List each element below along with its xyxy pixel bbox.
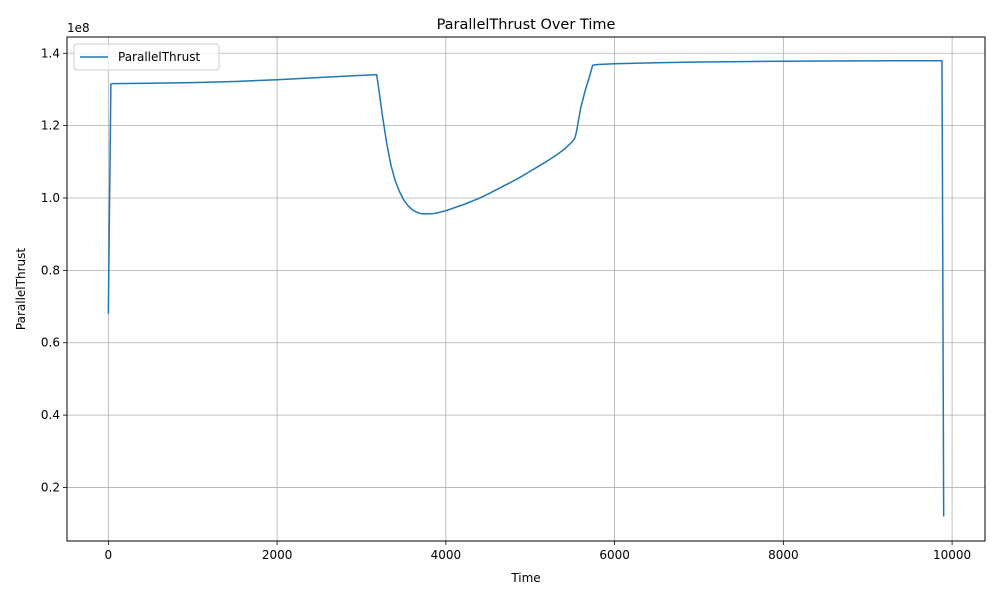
y-tick-label: 1.2 bbox=[41, 119, 60, 133]
y-tick-label: 1.0 bbox=[41, 191, 60, 205]
y-axis-scale-label: 1e8 bbox=[67, 21, 90, 35]
legend-label: ParallelThrust bbox=[118, 50, 200, 64]
x-tick-label: 4000 bbox=[431, 548, 462, 562]
y-tick-label: 0.8 bbox=[41, 263, 60, 277]
series-layer bbox=[107, 59, 945, 517]
y-tick-label: 0.6 bbox=[41, 336, 60, 350]
plot-area-frame bbox=[66, 36, 986, 542]
x-tick-label: 10000 bbox=[933, 548, 971, 562]
legend-box bbox=[73, 43, 220, 71]
x-axis-label: Time bbox=[510, 571, 540, 585]
x-tick-label: 6000 bbox=[599, 548, 630, 562]
chart-title: ParallelThrust Over Time bbox=[437, 17, 616, 33]
legend: ParallelThrust bbox=[73, 43, 220, 71]
x-tick-label: 8000 bbox=[768, 548, 799, 562]
y-axis-label: ParallelThrust bbox=[14, 248, 28, 330]
axis-ticks: 0 2000 4000 6000 8000 10000 0.2 0.4 0.6 0.8 1.0 1.2… bbox=[41, 46, 971, 562]
y-tick-label: 0.2 bbox=[41, 480, 60, 494]
series-line-parallelthrust bbox=[107, 59, 945, 517]
x-tick-label: 2000 bbox=[262, 548, 293, 562]
y-tick-label: 0.4 bbox=[41, 408, 60, 422]
y-tick-label: 1.4 bbox=[41, 46, 60, 60]
x-tick-label: 0 bbox=[105, 548, 113, 562]
grid-lines bbox=[67, 37, 985, 541]
